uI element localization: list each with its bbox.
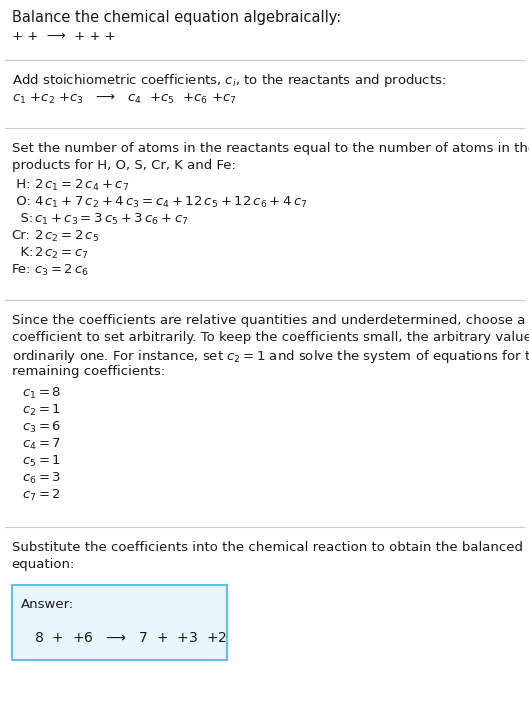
Text: $c_7 = 2$: $c_7 = 2$ <box>22 488 61 503</box>
Text: O:: O: <box>12 195 31 208</box>
Text: $c_5 = 1$: $c_5 = 1$ <box>22 454 61 469</box>
Text: K:: K: <box>12 246 33 259</box>
Text: equation:: equation: <box>12 558 75 571</box>
Text: $c_1 = 8$: $c_1 = 8$ <box>22 386 61 401</box>
Text: S:: S: <box>12 212 33 225</box>
Text: ordinarily one. For instance, set $c_2 = 1$ and solve the system of equations fo: ordinarily one. For instance, set $c_2 =… <box>12 348 529 365</box>
Text: $2\,c_1 = 2\,c_4 + c_7$: $2\,c_1 = 2\,c_4 + c_7$ <box>34 178 130 193</box>
Text: Set the number of atoms in the reactants equal to the number of atoms in the: Set the number of atoms in the reactants… <box>12 142 529 155</box>
Text: $4\,c_1 + 7\,c_2 + 4\,c_3 = c_4 + 12\,c_5 + 12\,c_6 + 4\,c_7$: $4\,c_1 + 7\,c_2 + 4\,c_3 = c_4 + 12\,c_… <box>34 195 308 210</box>
Text: $c_1 + c_3 = 3\,c_5 + 3\,c_6 + c_7$: $c_1 + c_3 = 3\,c_5 + 3\,c_6 + c_7$ <box>34 212 189 227</box>
Text: + +  ⟶  + + +: + + ⟶ + + + <box>12 30 115 43</box>
Text: $c_6 = 3$: $c_6 = 3$ <box>22 471 61 486</box>
Text: $2\,c_2 = c_7$: $2\,c_2 = c_7$ <box>34 246 89 261</box>
Text: Substitute the coefficients into the chemical reaction to obtain the balanced: Substitute the coefficients into the che… <box>12 541 523 554</box>
Text: $2\,c_2 = 2\,c_5$: $2\,c_2 = 2\,c_5$ <box>34 229 99 244</box>
Text: Balance the chemical equation algebraically:: Balance the chemical equation algebraica… <box>12 10 341 25</box>
Text: $c_1$ +$c_2$ +$c_3$   ⟶   $c_4$  +$c_5$  +$c_6$ +$c_7$: $c_1$ +$c_2$ +$c_3$ ⟶ $c_4$ +$c_5$ +$c_6… <box>12 92 236 106</box>
Text: coefficient to set arbitrarily. To keep the coefficients small, the arbitrary va: coefficient to set arbitrarily. To keep … <box>12 331 529 344</box>
Text: Add stoichiometric coefficients, $c_i$, to the reactants and products:: Add stoichiometric coefficients, $c_i$, … <box>12 72 446 89</box>
Text: Cr:: Cr: <box>12 229 31 242</box>
Text: Fe:: Fe: <box>12 263 31 276</box>
Text: products for H, O, S, Cr, K and Fe:: products for H, O, S, Cr, K and Fe: <box>12 159 235 172</box>
Text: remaining coefficients:: remaining coefficients: <box>12 365 165 378</box>
Text: $8$  +  +$6$   ⟶   $7$  +  +$3$  +$2$: $8$ + +$6$ ⟶ $7$ + +$3$ +$2$ <box>33 631 227 646</box>
Text: Since the coefficients are relative quantities and underdetermined, choose a: Since the coefficients are relative quan… <box>12 314 525 327</box>
Text: $c_3 = 6$: $c_3 = 6$ <box>22 420 61 435</box>
Text: H:: H: <box>12 178 30 191</box>
Text: $c_3 = 2\,c_6$: $c_3 = 2\,c_6$ <box>34 263 89 278</box>
Text: Answer:: Answer: <box>21 599 74 612</box>
Text: $c_4 = 7$: $c_4 = 7$ <box>22 437 61 452</box>
Text: $c_2 = 1$: $c_2 = 1$ <box>22 403 61 418</box>
